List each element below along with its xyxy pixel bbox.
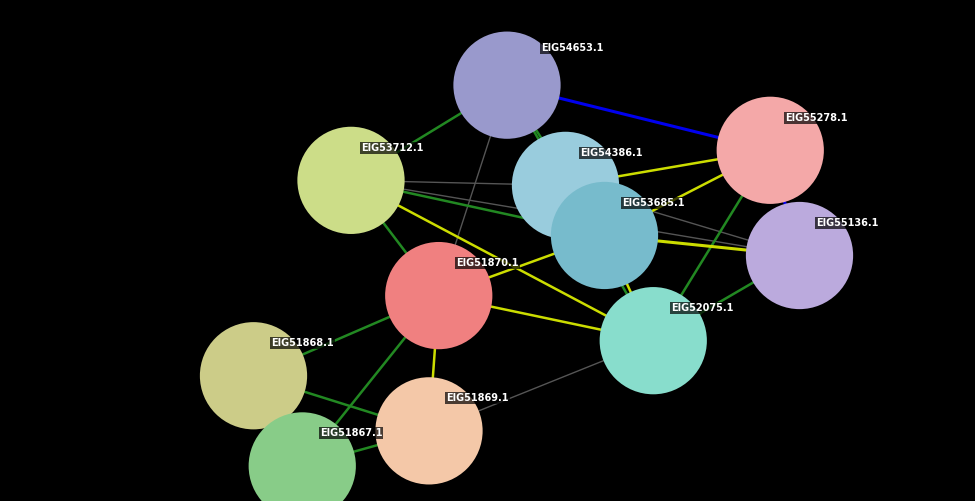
Ellipse shape: [385, 242, 492, 349]
Ellipse shape: [717, 97, 824, 204]
Ellipse shape: [453, 32, 561, 139]
Text: EIG51867.1: EIG51867.1: [320, 428, 382, 438]
Text: EIG51868.1: EIG51868.1: [271, 338, 333, 348]
Text: EIG53712.1: EIG53712.1: [361, 143, 423, 153]
Text: EIG54653.1: EIG54653.1: [541, 43, 604, 53]
Text: EIG55278.1: EIG55278.1: [785, 113, 847, 123]
Ellipse shape: [746, 202, 853, 309]
Text: EIG51870.1: EIG51870.1: [456, 258, 519, 268]
Ellipse shape: [249, 412, 356, 501]
Ellipse shape: [297, 127, 405, 234]
Ellipse shape: [375, 377, 483, 484]
Ellipse shape: [200, 322, 307, 429]
Text: EIG55136.1: EIG55136.1: [816, 218, 878, 228]
Ellipse shape: [600, 287, 707, 394]
Text: EIG54386.1: EIG54386.1: [580, 148, 643, 158]
Text: EIG51869.1: EIG51869.1: [447, 393, 509, 403]
Ellipse shape: [551, 182, 658, 289]
Ellipse shape: [512, 132, 619, 239]
Text: EIG53685.1: EIG53685.1: [622, 198, 684, 208]
Text: EIG52075.1: EIG52075.1: [671, 303, 733, 313]
